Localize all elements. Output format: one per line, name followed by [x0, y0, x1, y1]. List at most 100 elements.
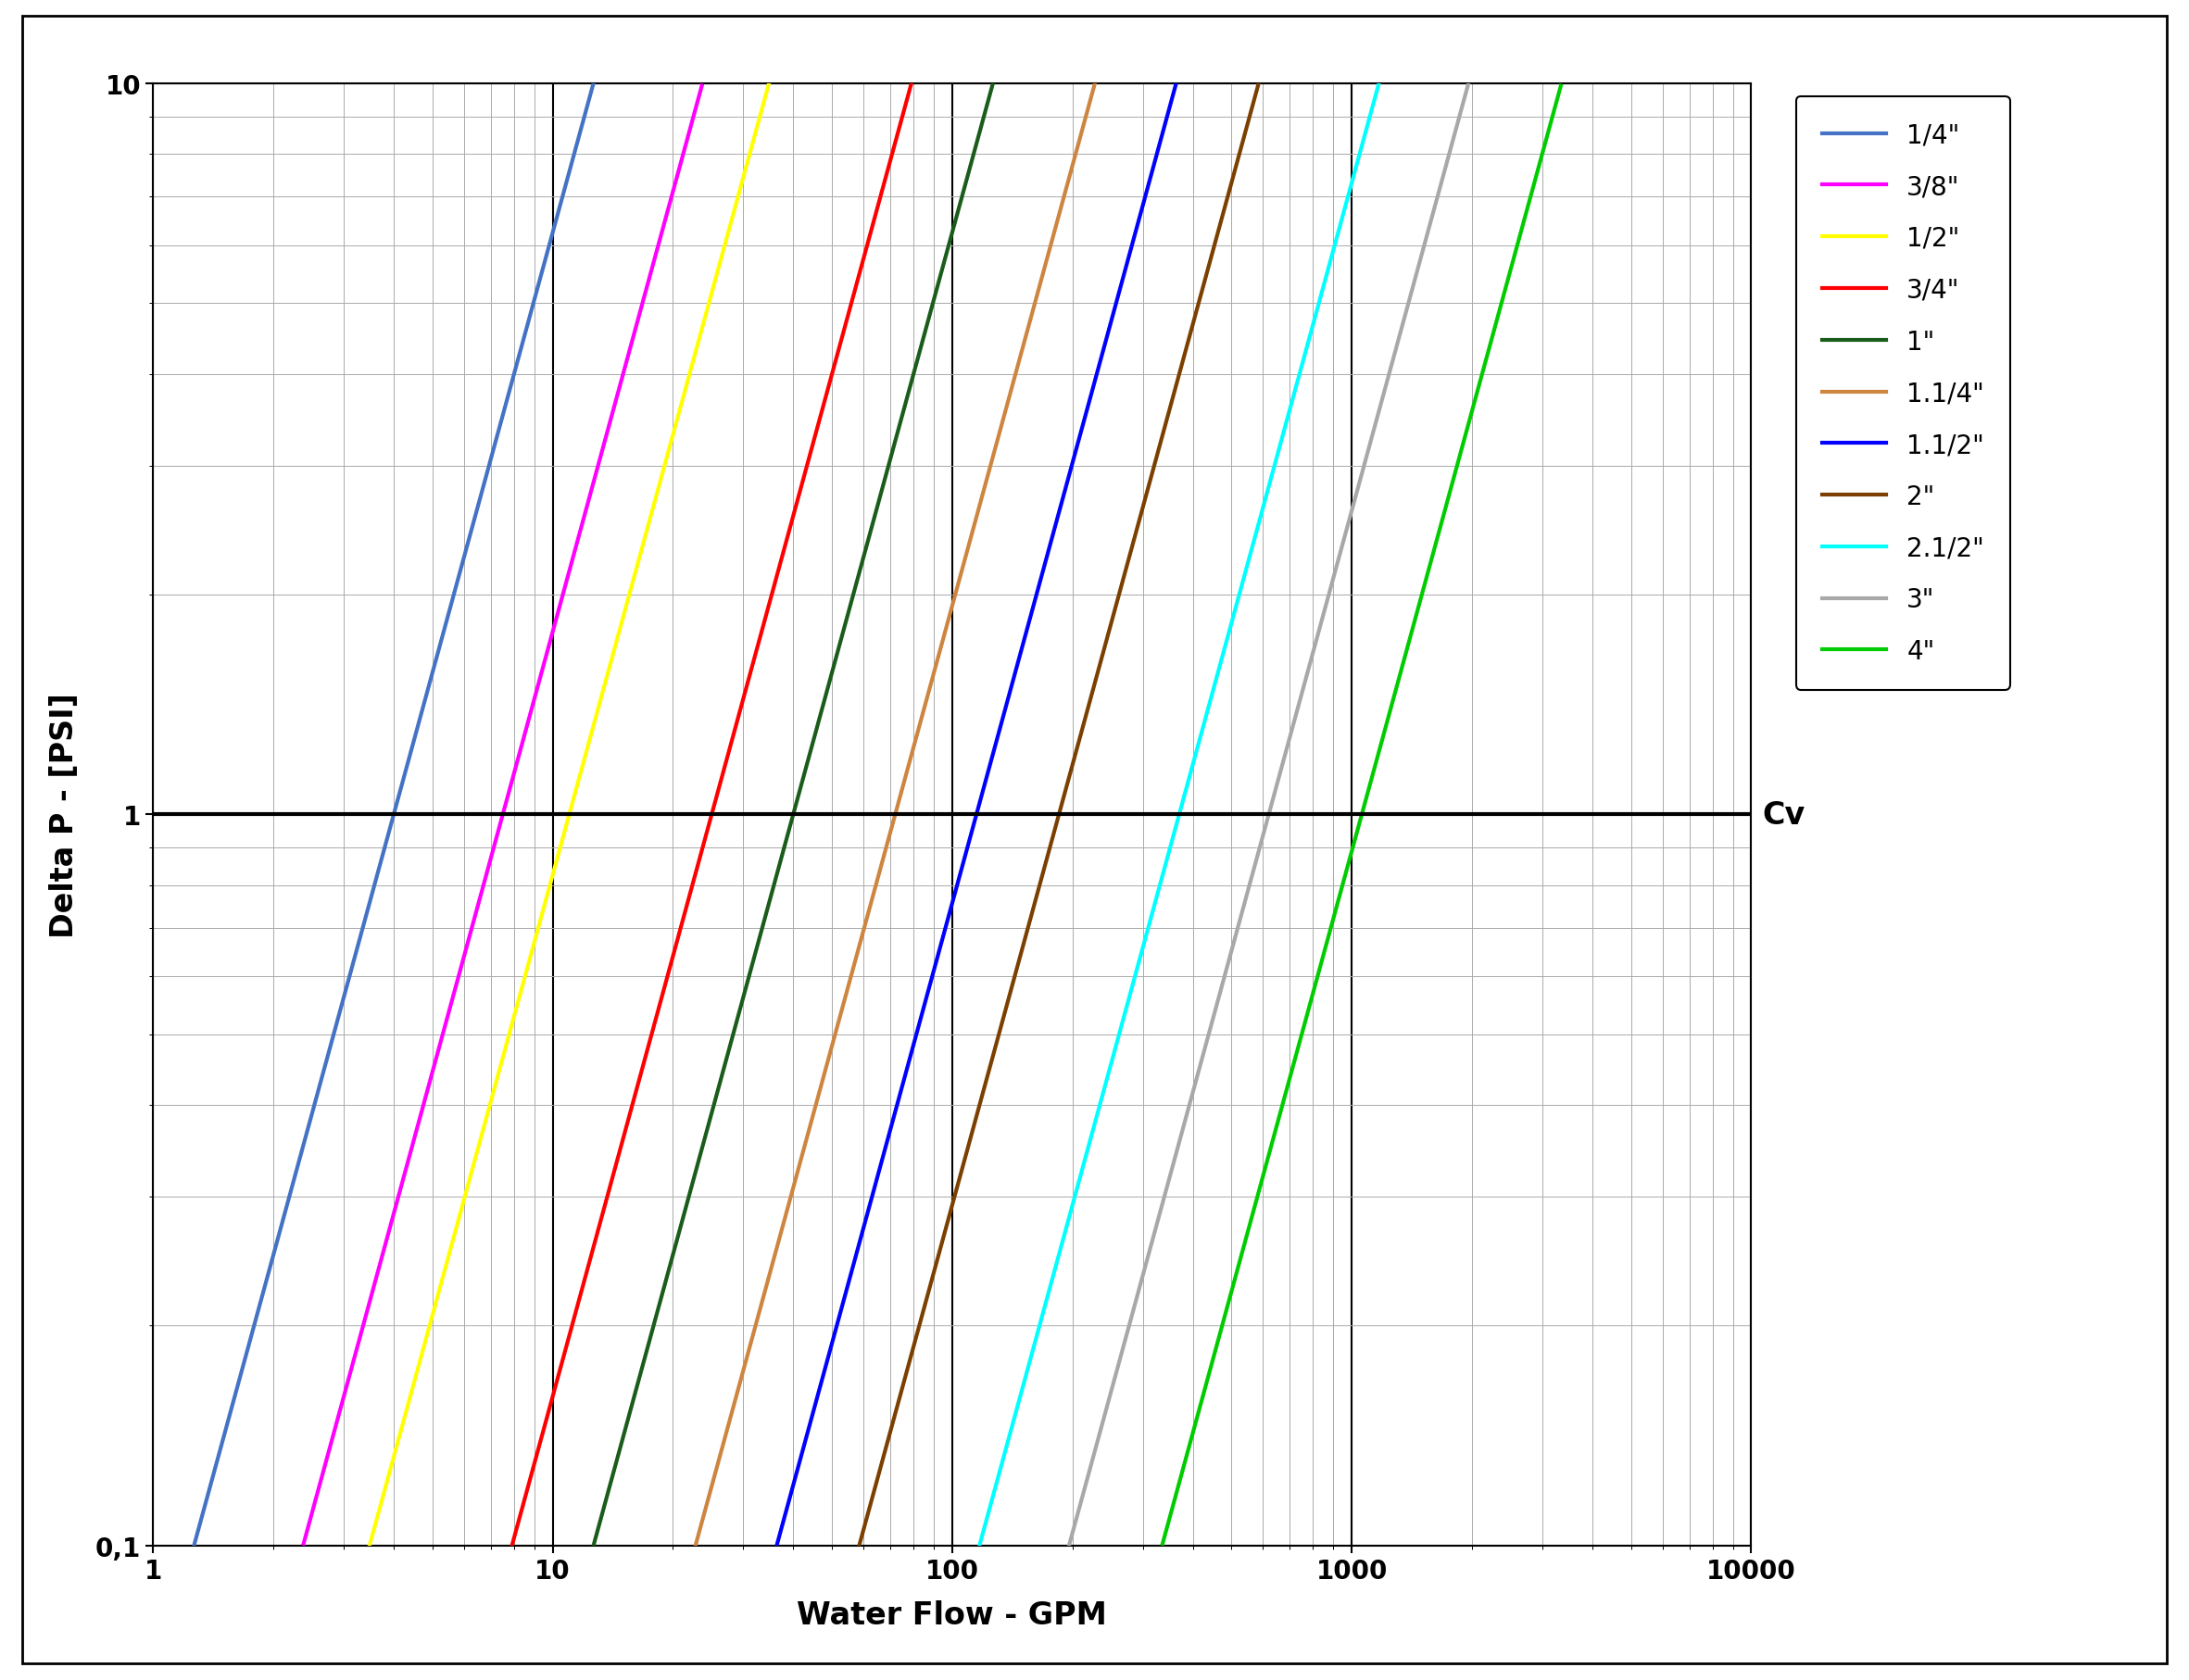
Legend: 1/4", 3/8", 1/2", 3/4", 1", 1.1/4", 1.1/2", 2", 2.1/2", 3", 4": 1/4", 3/8", 1/2", 3/4", 1", 1.1/4", 1.1/…: [1795, 97, 2010, 690]
3/8": [690, 76, 716, 96]
3": [1292, 672, 1318, 692]
Line: 3": 3": [1068, 86, 1469, 1549]
4": [1313, 931, 1340, 951]
2": [1088, 654, 1114, 674]
1/2": [357, 1537, 383, 1557]
3/8": [291, 1534, 317, 1554]
1.1/2": [1064, 433, 1090, 454]
1.1/2": [946, 867, 972, 887]
4": [1532, 134, 1559, 155]
3/8": [672, 134, 698, 155]
1": [738, 963, 764, 983]
3/8": [451, 949, 477, 969]
1": [762, 870, 788, 890]
2.1/2": [1202, 672, 1228, 692]
3/4": [799, 437, 825, 457]
Line: 4": 4": [1162, 87, 1561, 1544]
1/4": [416, 672, 442, 692]
Line: 2": 2": [858, 84, 1259, 1547]
1": [849, 548, 876, 568]
1/2": [657, 437, 683, 457]
Line: 3/4": 3/4": [512, 84, 911, 1547]
Line: 1/4": 1/4": [193, 86, 593, 1549]
1/4": [451, 549, 477, 570]
1.1/2": [1033, 546, 1059, 566]
Y-axis label: Delta P - [PSI]: Delta P - [PSI]: [50, 692, 81, 937]
2": [1003, 964, 1029, 984]
2.1/2": [1206, 655, 1232, 675]
1.1/2": [1165, 71, 1191, 91]
3/8": [455, 931, 482, 951]
3/4": [655, 964, 681, 984]
2.1/2": [1237, 549, 1263, 570]
3/4": [681, 870, 707, 890]
1/2": [538, 870, 565, 890]
3": [1237, 872, 1263, 892]
1.1/4": [983, 435, 1009, 455]
4": [1548, 77, 1574, 97]
1": [816, 670, 843, 690]
1/4": [179, 1539, 206, 1559]
2": [1246, 74, 1272, 94]
1/2": [512, 963, 538, 983]
1/4": [580, 76, 606, 96]
1": [580, 1537, 606, 1557]
3": [1055, 1539, 1081, 1559]
3/8": [521, 690, 547, 711]
Line: 1": 1": [593, 84, 994, 1547]
1/4": [363, 872, 390, 892]
Line: 1/2": 1/2": [370, 84, 768, 1547]
2.1/2": [965, 1539, 992, 1559]
4": [1149, 1534, 1175, 1554]
1.1/4": [865, 869, 891, 889]
1.1/4": [924, 652, 950, 672]
3/4": [736, 670, 762, 690]
Line: 3/8": 3/8": [304, 86, 703, 1544]
1.1/2": [1005, 650, 1031, 670]
2": [1029, 870, 1055, 890]
3": [1355, 438, 1381, 459]
1/4": [482, 438, 508, 459]
1/4": [422, 655, 449, 675]
1/4": [337, 964, 363, 984]
1.1/4": [838, 963, 865, 983]
4": [1425, 528, 1451, 548]
3/8": [357, 1294, 383, 1314]
1": [981, 74, 1007, 94]
Line: 1.1/2": 1.1/2": [777, 81, 1178, 1544]
1.1/4": [919, 669, 946, 689]
1/2": [755, 74, 781, 94]
X-axis label: Water Flow - GPM: Water Flow - GPM: [797, 1599, 1108, 1630]
1/2": [598, 654, 624, 674]
1/2": [593, 670, 619, 690]
3/4": [768, 548, 795, 568]
4": [1309, 949, 1335, 969]
2": [1116, 549, 1143, 570]
2.1/2": [1123, 964, 1149, 984]
Text: Cv: Cv: [1762, 800, 1806, 830]
Line: 2.1/2": 2.1/2": [978, 86, 1379, 1549]
1": [880, 437, 906, 457]
1.1/4": [1081, 72, 1108, 92]
3/4": [897, 74, 924, 94]
2": [845, 1537, 871, 1557]
1/2": [626, 548, 652, 568]
1.1/2": [1000, 669, 1027, 689]
3": [1456, 76, 1482, 96]
3/4": [499, 1537, 525, 1557]
1.1/2": [764, 1534, 790, 1554]
3/4": [740, 654, 766, 674]
1.1/2": [922, 961, 948, 981]
4": [1379, 690, 1405, 711]
1.1/4": [952, 546, 978, 566]
2.1/2": [1147, 872, 1173, 892]
Line: 1.1/4": 1.1/4": [696, 82, 1094, 1546]
2": [1081, 672, 1108, 692]
1.1/4": [683, 1536, 709, 1556]
2": [1147, 437, 1173, 457]
4": [1215, 1294, 1241, 1314]
3/8": [565, 528, 591, 548]
3": [1324, 549, 1351, 570]
2.1/2": [1265, 438, 1292, 459]
1": [821, 654, 847, 674]
